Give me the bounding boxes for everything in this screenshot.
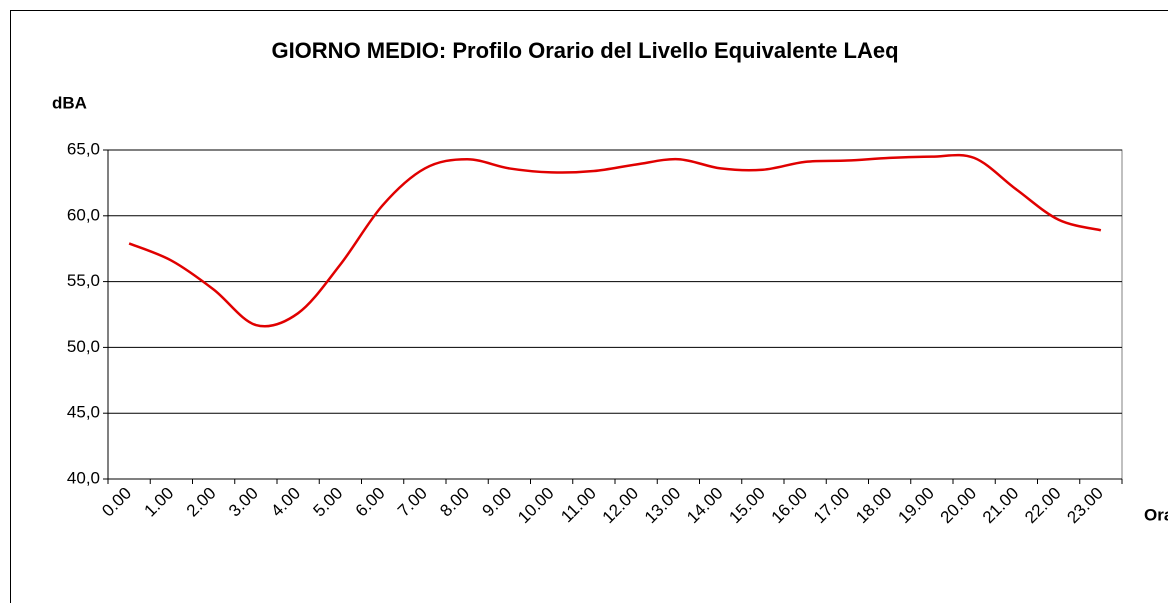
data-line: [128, 153, 1102, 328]
y-axis-label: dBA: [52, 93, 87, 112]
y-tick-label: 50,0: [67, 337, 100, 356]
y-tick-label: 40,0: [67, 468, 100, 487]
y-tick-label: 55,0: [67, 271, 100, 290]
x-axis-label: Ora: [1144, 505, 1168, 524]
y-tick-label: 60,0: [67, 205, 100, 224]
y-tick-label: 45,0: [67, 403, 100, 422]
plot-area: [107, 149, 1123, 480]
y-tick-label: 65,0: [67, 139, 100, 158]
chart-title: GIORNO MEDIO: Profilo Orario del Livello…: [271, 38, 898, 63]
